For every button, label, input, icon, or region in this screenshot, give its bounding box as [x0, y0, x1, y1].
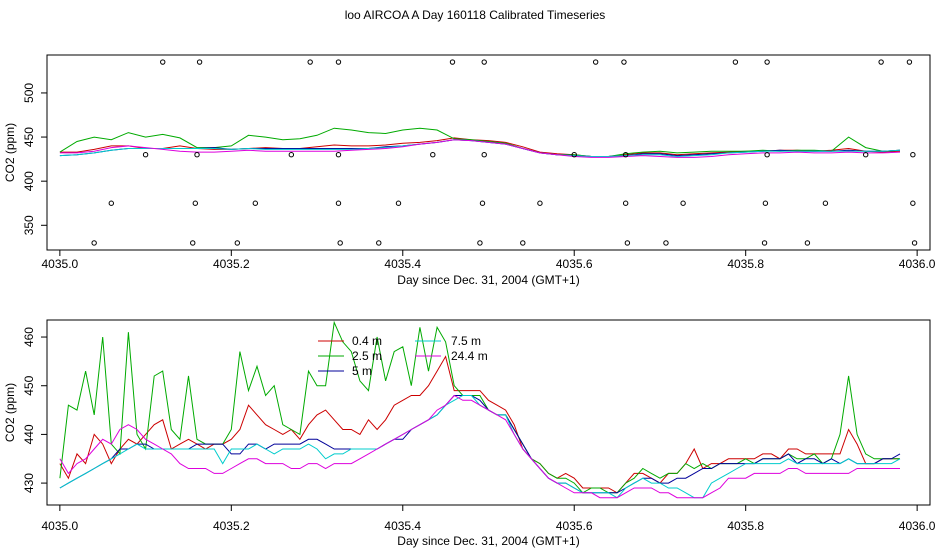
data-point-marker: [481, 152, 487, 158]
data-point-marker: [160, 59, 166, 65]
y-tick-label: 460: [22, 327, 36, 347]
data-point-marker: [376, 240, 382, 246]
data-point-marker: [307, 59, 313, 65]
data-point-marker: [337, 240, 343, 246]
legend-label: 7.5 m: [451, 334, 481, 348]
data-point-marker: [680, 200, 686, 206]
data-point-marker: [663, 240, 669, 246]
series-line-24-4-m: [59, 394, 900, 499]
plot-frame: [46, 319, 931, 506]
series-line-0-4-m: [59, 355, 900, 494]
x-tick-label: 4035.0: [42, 519, 79, 533]
x-tick-label: 4036.0: [899, 257, 936, 271]
x-tick-label: 4035.4: [384, 519, 421, 533]
data-point-marker: [571, 152, 577, 158]
plot-frame: [46, 54, 931, 251]
data-point-marker: [430, 152, 436, 158]
legend-label: 0.4 m: [352, 334, 382, 348]
x-tick-label: 4035.8: [727, 257, 764, 271]
series-line-7-5-m: [59, 139, 901, 158]
data-point-marker: [481, 59, 487, 65]
data-point-marker: [732, 59, 739, 65]
legend-label: 2.5 m: [352, 349, 382, 363]
y-tick-label: 500: [22, 83, 36, 103]
x-tick-label: 4035.2: [213, 257, 250, 271]
data-point-marker: [761, 240, 768, 246]
data-point-marker: [91, 240, 97, 246]
data-point-marker: [537, 200, 543, 206]
data-point-marker: [622, 200, 629, 206]
data-point-marker: [592, 59, 599, 65]
data-point-marker: [804, 240, 811, 246]
y-axis-label: CO2 (ppm): [3, 383, 17, 442]
chart-title: loo AIRCOA A Day 160118 Calibrated Times…: [344, 8, 606, 22]
data-point-marker: [822, 200, 829, 206]
y-tick-label: 450: [22, 127, 36, 147]
series-line-2-5-m: [59, 127, 901, 157]
x-tick-label: 4035.8: [727, 519, 764, 533]
data-point-marker: [878, 59, 884, 65]
data-point-marker: [192, 200, 199, 206]
data-point-marker: [477, 240, 483, 246]
data-point-marker: [395, 200, 402, 206]
data-point-marker: [194, 152, 200, 158]
y-tick-label: 350: [22, 215, 36, 235]
data-point-marker: [910, 200, 916, 206]
data-point-marker: [335, 59, 342, 65]
x-axis-label: Day since Dec. 31, 2004 (GMT+1): [397, 534, 579, 548]
x-tick-label: 4035.0: [42, 257, 79, 271]
data-point-marker: [622, 152, 629, 158]
data-point-marker: [288, 152, 295, 158]
data-point-marker: [762, 200, 769, 206]
data-point-marker: [479, 200, 486, 206]
x-tick-label: 4035.4: [384, 257, 421, 271]
y-tick-label: 430: [22, 473, 36, 493]
data-point-marker: [190, 240, 196, 246]
x-axis-label: Day since Dec. 31, 2004 (GMT+1): [397, 273, 579, 287]
data-point-marker: [252, 200, 259, 206]
x-tick-label: 4036.0: [899, 519, 936, 533]
y-tick-label: 400: [22, 171, 36, 191]
data-point-marker: [335, 152, 342, 158]
legend-label: 24.4 m: [451, 349, 488, 363]
y-axis-label: CO2 (ppm): [3, 123, 17, 182]
data-point-marker: [234, 240, 241, 246]
series-line-24-4-m: [59, 139, 901, 158]
x-tick-label: 4035.2: [213, 519, 250, 533]
data-point-marker: [621, 59, 627, 65]
data-point-marker: [906, 59, 913, 65]
data-point-marker: [911, 240, 918, 246]
y-tick-label: 440: [22, 424, 36, 444]
data-point-marker: [910, 152, 916, 158]
data-point-marker: [196, 59, 203, 65]
legend-label: 5 m: [352, 364, 372, 378]
series-line-5-m: [59, 395, 901, 494]
data-point-marker: [335, 200, 342, 206]
data-point-marker: [108, 200, 114, 206]
data-point-marker: [764, 152, 770, 158]
data-point-marker: [764, 59, 770, 65]
data-point-marker: [863, 152, 869, 158]
data-point-marker: [449, 59, 456, 65]
y-tick-label: 450: [22, 375, 36, 395]
data-point-marker: [142, 152, 149, 158]
x-tick-label: 4035.6: [556, 257, 593, 271]
x-tick-label: 4035.6: [556, 519, 593, 533]
data-point-marker: [520, 240, 526, 246]
data-point-marker: [624, 240, 631, 246]
series-line-7-5-m: [59, 395, 901, 499]
